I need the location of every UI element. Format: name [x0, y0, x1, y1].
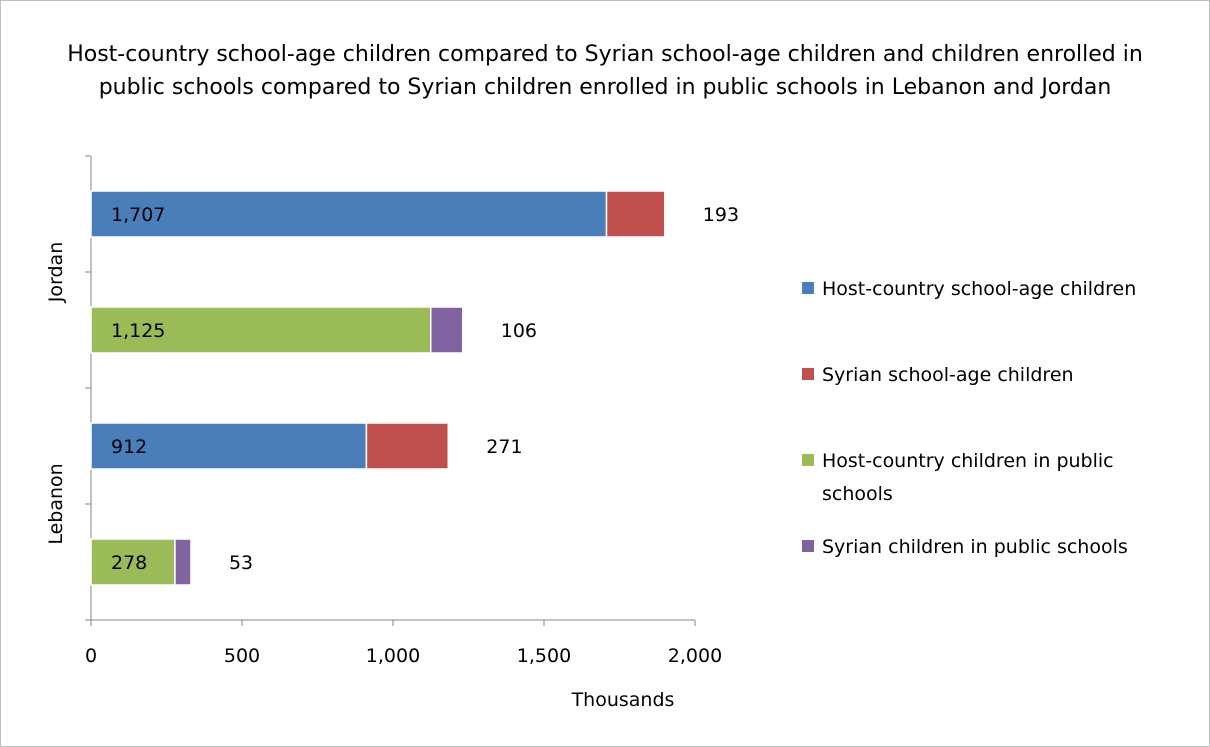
chart-title-line-1: Host-country school-age children compare…	[67, 42, 1143, 67]
legend-label: Host-country children in public	[822, 450, 1114, 472]
chart-title-line-2: public schools compared to Syrian childr…	[98, 75, 1112, 100]
data-label: 53	[229, 552, 253, 574]
group-label-jordan: Jordan	[45, 242, 67, 303]
bar-segment	[90, 190, 608, 238]
legend-swatch	[802, 368, 814, 380]
legend-label: Syrian children in public schools	[822, 536, 1128, 558]
data-label: 1,707	[111, 204, 165, 226]
legend-swatch	[802, 282, 814, 294]
x-tick-label: 1,000	[366, 645, 420, 667]
data-label: 193	[703, 204, 739, 226]
x-tick-label: 2,000	[668, 645, 722, 667]
bar-segment	[430, 306, 464, 354]
legend-label: Syrian school-age children	[822, 364, 1074, 386]
bar-segment	[605, 190, 666, 238]
x-tick-label: 500	[224, 645, 260, 667]
bars: 1,707 193 1,125 106 912 271 278 53	[90, 190, 739, 586]
data-label: 278	[111, 552, 147, 574]
bar-segment	[90, 538, 176, 586]
legend: Host-country school-age children Syrian s…	[802, 278, 1136, 558]
data-label: 106	[501, 320, 537, 342]
legend-swatch	[802, 540, 814, 552]
x-tick-label: 0	[85, 645, 97, 667]
bar-segment	[365, 422, 450, 470]
data-label: 912	[111, 436, 147, 458]
legend-swatch	[802, 454, 814, 466]
group-label-lebanon: Lebanon	[45, 463, 67, 544]
data-label: 271	[486, 436, 522, 458]
legend-label: schools	[822, 483, 893, 505]
bar-segment	[90, 306, 432, 354]
x-tick-label: 1,500	[517, 645, 571, 667]
chart-title: Host-country school-age children compare…	[20, 38, 1190, 104]
x-axis-title: Thousands	[571, 689, 675, 711]
bar-segment	[90, 422, 368, 470]
legend-label: Host-country school-age children	[822, 278, 1136, 300]
data-label: 1,125	[111, 320, 165, 342]
bar-segment	[174, 538, 192, 586]
